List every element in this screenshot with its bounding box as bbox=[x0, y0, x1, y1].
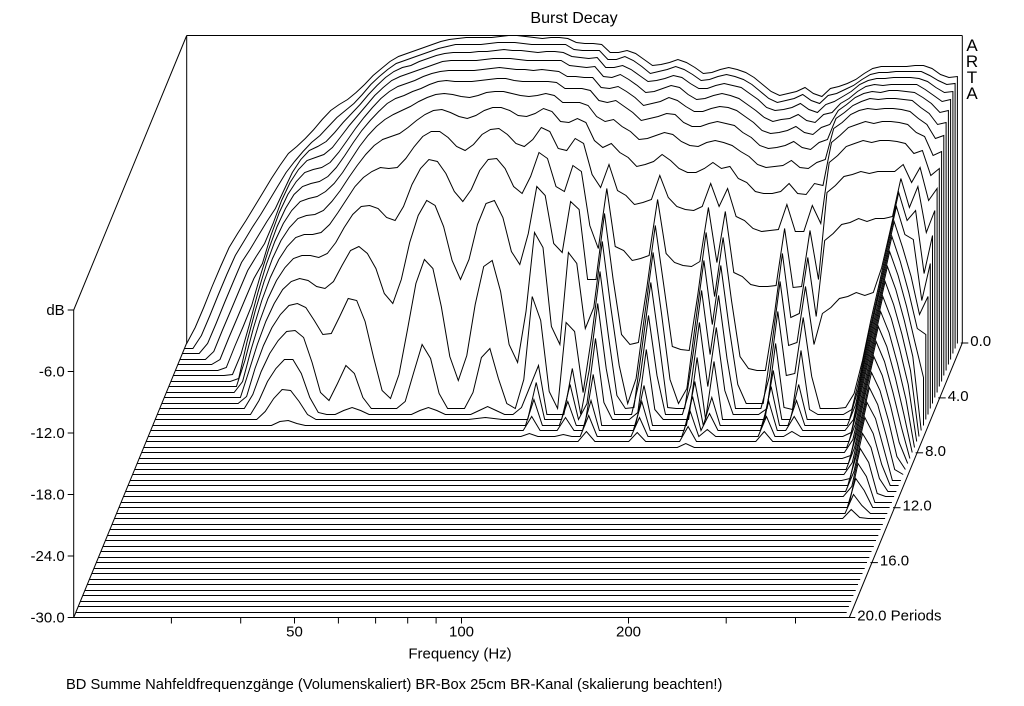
svg-text:Frequency (Hz): Frequency (Hz) bbox=[408, 646, 511, 663]
svg-text:-24.0: -24.0 bbox=[30, 548, 64, 565]
svg-text:16.0: 16.0 bbox=[880, 553, 909, 570]
svg-text:A: A bbox=[966, 36, 978, 55]
svg-text:Burst Decay: Burst Decay bbox=[530, 10, 617, 27]
svg-text:8.0: 8.0 bbox=[925, 443, 946, 460]
svg-text:-18.0: -18.0 bbox=[30, 487, 64, 504]
svg-text:T: T bbox=[967, 68, 977, 87]
svg-text:20.0 Periods: 20.0 Periods bbox=[857, 608, 941, 625]
svg-text:12.0: 12.0 bbox=[903, 498, 932, 515]
svg-text:BD Summe Nahfeldfrequenzgänge: BD Summe Nahfeldfrequenzgänge (Volumensk… bbox=[66, 677, 722, 693]
svg-text:200: 200 bbox=[616, 624, 641, 641]
svg-text:50: 50 bbox=[286, 624, 303, 641]
svg-text:0.0: 0.0 bbox=[970, 333, 991, 350]
svg-text:-12.0: -12.0 bbox=[30, 425, 64, 442]
svg-text:R: R bbox=[966, 52, 978, 71]
svg-text:dB: dB bbox=[46, 302, 64, 319]
svg-text:4.0: 4.0 bbox=[948, 388, 969, 405]
svg-text:-6.0: -6.0 bbox=[39, 364, 65, 381]
svg-text:-30.0: -30.0 bbox=[30, 610, 64, 627]
svg-text:A: A bbox=[966, 84, 978, 103]
svg-text:100: 100 bbox=[449, 624, 474, 641]
